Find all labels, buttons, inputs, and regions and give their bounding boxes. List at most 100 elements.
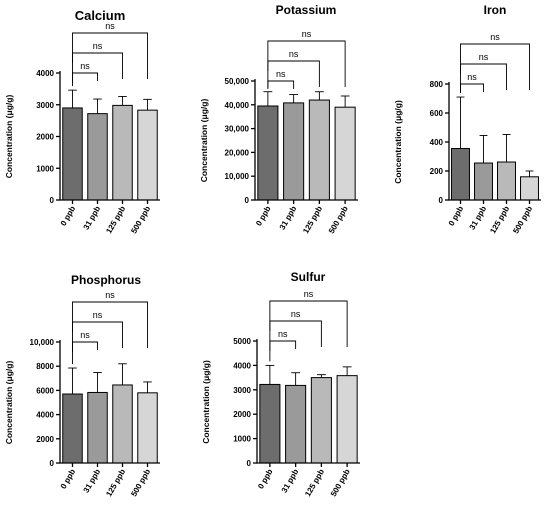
y-tick-label: 1000 — [36, 164, 54, 173]
bar-500-ppb — [336, 375, 358, 464]
significance-label: ns — [278, 329, 288, 339]
x-tick-label: 500 ppb — [511, 204, 534, 235]
y-tick-label: 0 — [439, 196, 444, 205]
x-tick-label: 31 ppb — [82, 467, 103, 494]
y-tick-label: 0 — [50, 459, 55, 468]
bar-0-ppb — [62, 393, 83, 464]
chart-panel-iron: Iron Concentration (μg/g) 0 200 400 600 800 0 p… — [393, 3, 541, 235]
chart-title: Calcium — [75, 8, 126, 23]
bar-500-ppb — [334, 106, 356, 201]
y-tick-label: 4000 — [36, 411, 54, 420]
bar-31-ppb — [285, 384, 307, 464]
chart-title: Phosphorus — [71, 273, 141, 287]
significance-bracket — [460, 63, 507, 94]
y-tick-label: 1000 — [233, 435, 251, 444]
significance-label: ns — [479, 52, 489, 62]
bar-500-ppb — [520, 176, 539, 201]
bar-31-ppb — [87, 391, 108, 464]
significance-label: ns — [304, 289, 314, 299]
y-tick-label: 0 — [50, 196, 55, 205]
significance-bracket — [460, 83, 484, 94]
y-axis-label: Concentration (μg/g) — [4, 361, 14, 445]
chart-panel-potassium: Potassium Concentration (μg/g) 0 10,000 20,0… — [199, 3, 358, 235]
bar-125-ppb — [310, 377, 332, 464]
significance-bracket — [72, 321, 123, 352]
y-tick-label: 0 — [245, 196, 250, 205]
x-tick-label: 500 ppb — [327, 204, 350, 235]
y-tick-label: 4000 — [233, 361, 251, 370]
significance-bracket — [269, 320, 322, 351]
bar-125-ppb — [112, 104, 133, 201]
x-tick-label: 31 ppb — [278, 204, 299, 231]
bar-125-ppb — [497, 161, 516, 201]
significance-bracket — [72, 301, 148, 348]
y-tick-label: 600 — [430, 109, 444, 118]
x-tick-label: 500 ppb — [329, 467, 352, 498]
y-tick-label: 200 — [430, 167, 444, 176]
y-axis-label: Concentration (μg/g) — [393, 100, 403, 184]
bar-0-ppb — [451, 148, 470, 201]
y-tick-label: 2000 — [36, 435, 54, 444]
x-tick-label: 125 ppb — [303, 467, 326, 498]
significance-bracket — [460, 43, 530, 90]
chart-panel-phosphorus: Phosphorus Concentration (μg/g) 0 2000 4000 6… — [4, 273, 160, 498]
x-tick-label: 31 ppb — [280, 467, 301, 494]
significance-bracket — [72, 72, 98, 87]
bar-31-ppb — [87, 113, 108, 201]
x-tick-label: 500 ppb — [129, 204, 152, 235]
bar-0-ppb — [259, 383, 281, 464]
chart-title: Potassium — [276, 3, 337, 17]
significance-bracket — [267, 60, 320, 88]
y-tick-label: 6000 — [36, 386, 54, 395]
y-tick-label: 50,000 — [225, 77, 250, 86]
significance-bracket — [269, 340, 297, 362]
x-tick-label: 0 ppb — [254, 204, 273, 227]
chart-title: Sulfur — [291, 270, 326, 284]
x-tick-label: 125 ppb — [488, 204, 511, 235]
bar-500-ppb — [137, 392, 158, 464]
bar-0-ppb — [257, 105, 279, 201]
significance-bracket — [72, 32, 148, 79]
y-tick-label: 800 — [430, 80, 444, 89]
significance-label: ns — [93, 310, 103, 320]
significance-label: ns — [80, 61, 90, 71]
bar-125-ppb — [112, 384, 133, 464]
significance-bracket — [72, 52, 123, 83]
x-tick-label: 500 ppb — [129, 467, 152, 498]
bar-0-ppb — [62, 107, 83, 201]
x-tick-label: 0 ppb — [59, 467, 78, 490]
significance-label: ns — [289, 49, 299, 59]
y-tick-label: 40,000 — [225, 101, 250, 110]
y-tick-label: 400 — [430, 138, 444, 147]
y-tick-label: 10,000 — [30, 338, 55, 347]
y-tick-label: 3000 — [36, 101, 54, 110]
x-tick-label: 125 ppb — [301, 204, 324, 235]
y-tick-label: 5000 — [233, 337, 251, 346]
chart-title: Iron — [484, 3, 507, 17]
y-axis-label: Concentration (μg/g) — [199, 99, 209, 183]
x-tick-label: 125 ppb — [104, 204, 127, 235]
significance-label: ns — [467, 72, 477, 82]
y-tick-label: 8000 — [36, 362, 54, 371]
significance-label: ns — [291, 309, 301, 319]
significance-label: ns — [276, 69, 286, 79]
significance-label: ns — [105, 290, 115, 300]
y-tick-label: 2000 — [36, 133, 54, 142]
y-tick-label: 20,000 — [225, 148, 250, 157]
y-tick-label: 0 — [247, 459, 252, 468]
significance-bracket — [269, 300, 348, 347]
significance-bracket — [72, 341, 98, 365]
y-tick-label: 10,000 — [225, 172, 250, 181]
significance-label: ns — [93, 41, 103, 51]
x-tick-label: 0 ppb — [59, 204, 78, 227]
significance-label: ns — [302, 29, 312, 39]
significance-label: ns — [105, 21, 115, 31]
significance-bracket — [267, 80, 295, 89]
y-tick-label: 30,000 — [225, 125, 250, 134]
bar-125-ppb — [308, 99, 330, 201]
significance-bracket — [267, 40, 346, 87]
y-axis-label: Concentration (μg/g) — [4, 95, 14, 179]
chart-panel-sulfur: Sulfur Concentration (μg/g) 0 1000 2000 3000 4… — [201, 270, 360, 498]
x-tick-label: 0 ppb — [447, 204, 466, 227]
